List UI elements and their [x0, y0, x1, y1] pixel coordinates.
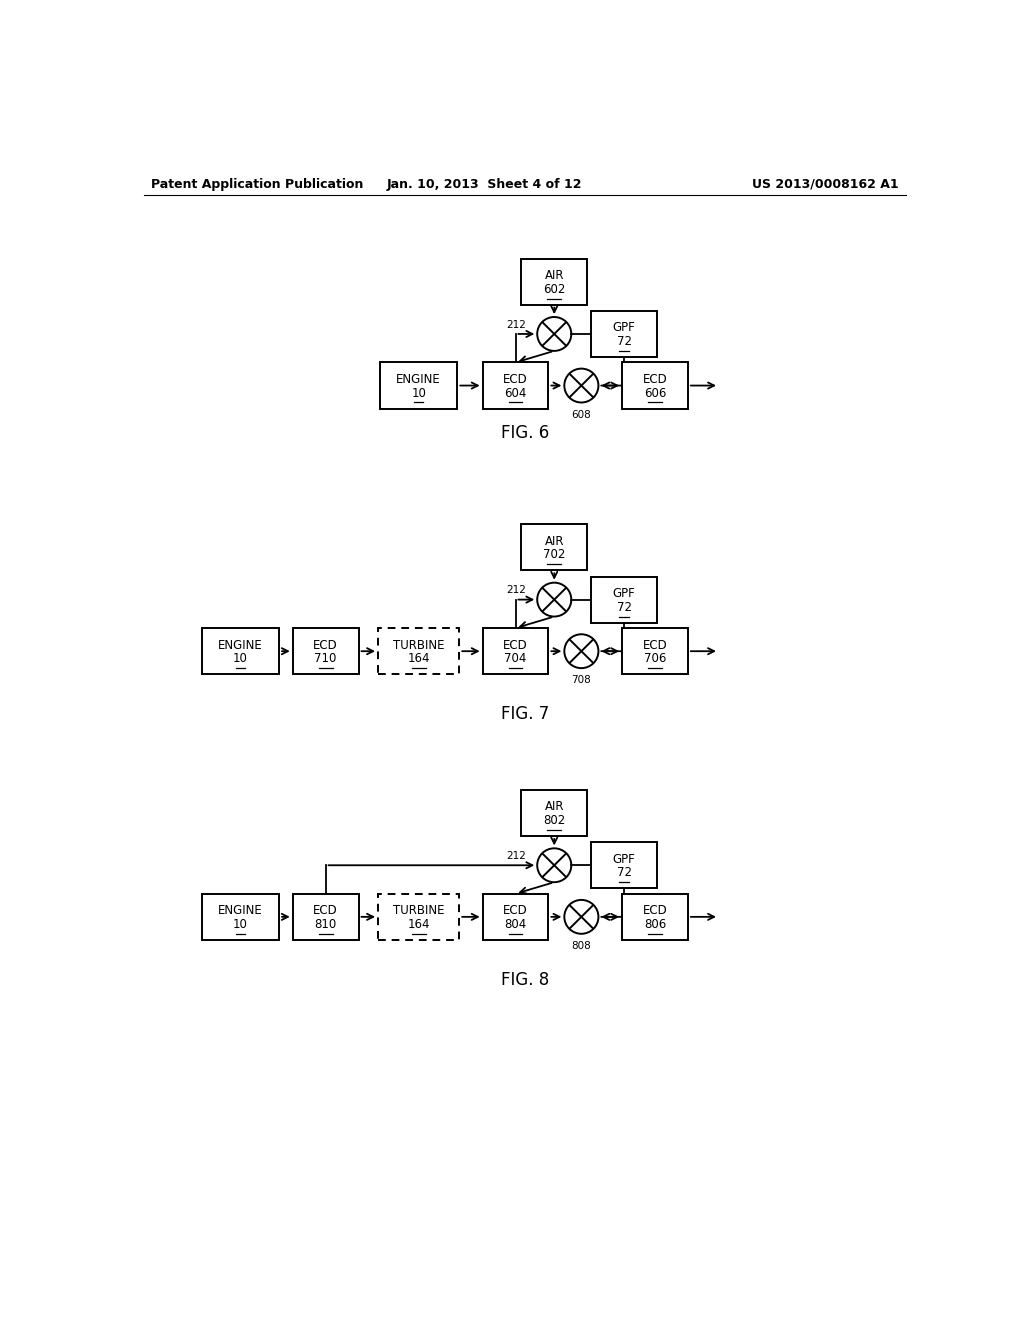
Text: 806: 806	[644, 917, 667, 931]
Bar	[293, 628, 358, 675]
Text: 710: 710	[314, 652, 337, 665]
Text: 608: 608	[571, 409, 591, 420]
Bar	[591, 842, 657, 888]
Text: ECD: ECD	[643, 639, 668, 652]
Bar	[202, 894, 280, 940]
Text: ENGINE: ENGINE	[218, 904, 263, 917]
Text: GPF: GPF	[612, 853, 635, 866]
Text: ECD: ECD	[313, 639, 338, 652]
Text: 604: 604	[504, 387, 526, 400]
Text: GPF: GPF	[612, 587, 635, 601]
Text: 212: 212	[506, 851, 526, 861]
Text: ECD: ECD	[643, 904, 668, 917]
Text: TURBINE: TURBINE	[393, 904, 444, 917]
Bar	[293, 894, 358, 940]
Text: 602: 602	[543, 282, 565, 296]
Text: ECD: ECD	[313, 904, 338, 917]
Text: ECD: ECD	[503, 372, 528, 385]
Text: AIR: AIR	[545, 800, 564, 813]
Text: FIG. 8: FIG. 8	[501, 970, 549, 989]
Bar	[521, 524, 587, 570]
Text: 212: 212	[506, 319, 526, 330]
Bar	[521, 259, 587, 305]
Text: FIG. 7: FIG. 7	[501, 705, 549, 723]
Bar	[622, 363, 688, 409]
Text: 10: 10	[412, 387, 426, 400]
Text: Jan. 10, 2013  Sheet 4 of 12: Jan. 10, 2013 Sheet 4 of 12	[387, 178, 583, 190]
Text: ENGINE: ENGINE	[218, 639, 263, 652]
Text: 212: 212	[506, 585, 526, 595]
Text: AIR: AIR	[545, 535, 564, 548]
Bar	[482, 628, 549, 675]
Bar	[622, 628, 688, 675]
Text: 810: 810	[314, 917, 337, 931]
Text: ECD: ECD	[503, 639, 528, 652]
Text: TURBINE: TURBINE	[393, 639, 444, 652]
Text: ECD: ECD	[503, 904, 528, 917]
Text: 704: 704	[504, 652, 526, 665]
Bar	[482, 894, 549, 940]
Text: Patent Application Publication: Patent Application Publication	[152, 178, 364, 190]
Text: 164: 164	[408, 652, 430, 665]
Bar	[378, 628, 460, 675]
Text: 802: 802	[543, 814, 565, 828]
Text: 808: 808	[571, 941, 591, 952]
Text: 10: 10	[232, 917, 248, 931]
Bar	[380, 363, 458, 409]
Text: ENGINE: ENGINE	[396, 372, 441, 385]
Bar	[622, 894, 688, 940]
Bar	[378, 894, 460, 940]
Text: AIR: AIR	[545, 269, 564, 282]
Text: ECD: ECD	[643, 372, 668, 385]
Bar	[482, 363, 549, 409]
Bar	[521, 789, 587, 836]
Bar	[202, 628, 280, 675]
Text: US 2013/0008162 A1: US 2013/0008162 A1	[753, 178, 899, 190]
Bar	[591, 312, 657, 358]
Text: 72: 72	[616, 866, 632, 879]
Text: 164: 164	[408, 917, 430, 931]
Text: 804: 804	[505, 917, 526, 931]
Text: 72: 72	[616, 601, 632, 614]
Text: 10: 10	[232, 652, 248, 665]
Text: 72: 72	[616, 335, 632, 348]
Text: 706: 706	[644, 652, 667, 665]
Text: 606: 606	[644, 387, 667, 400]
Text: 708: 708	[571, 676, 591, 685]
Bar	[591, 577, 657, 623]
Text: GPF: GPF	[612, 321, 635, 334]
Text: 702: 702	[543, 548, 565, 561]
Text: FIG. 6: FIG. 6	[501, 424, 549, 442]
